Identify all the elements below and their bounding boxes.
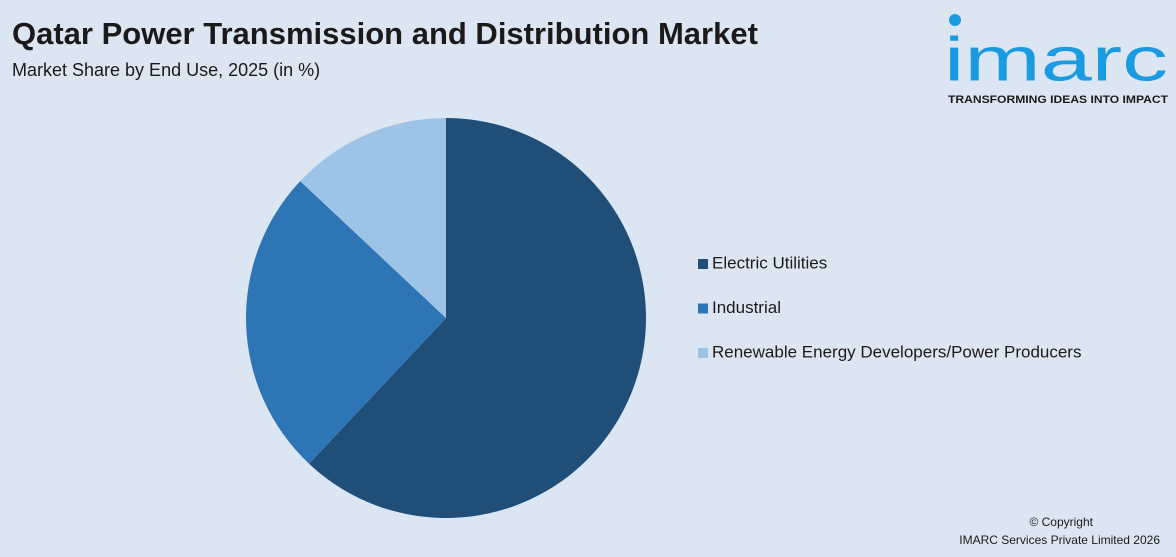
legend-swatch [698,303,708,314]
pie-slice [300,118,446,318]
legend-label: Electric Utilities [712,253,827,272]
pie-slice [309,118,646,518]
legend-label: Industrial [712,298,781,317]
copyright-owner: IMARC Services Private Limited 2026 [959,533,1160,547]
chart-subtitle: Market Share by End Use, 2025 (in %) [12,60,320,80]
pie-slice [246,181,446,464]
chart-title: Qatar Power Transmission and Distributio… [12,16,758,51]
logo-tagline: TRANSFORMING IDEAS INTO IMPACT [948,94,1168,106]
legend-swatch [698,348,708,358]
logo-name: imarc [944,25,1168,94]
logo-dot [949,14,961,26]
copyright: © Copyright [1029,515,1093,529]
legend-label: Renewable Energy Developers/Power Produc… [712,342,1081,361]
legend-swatch [698,259,708,269]
